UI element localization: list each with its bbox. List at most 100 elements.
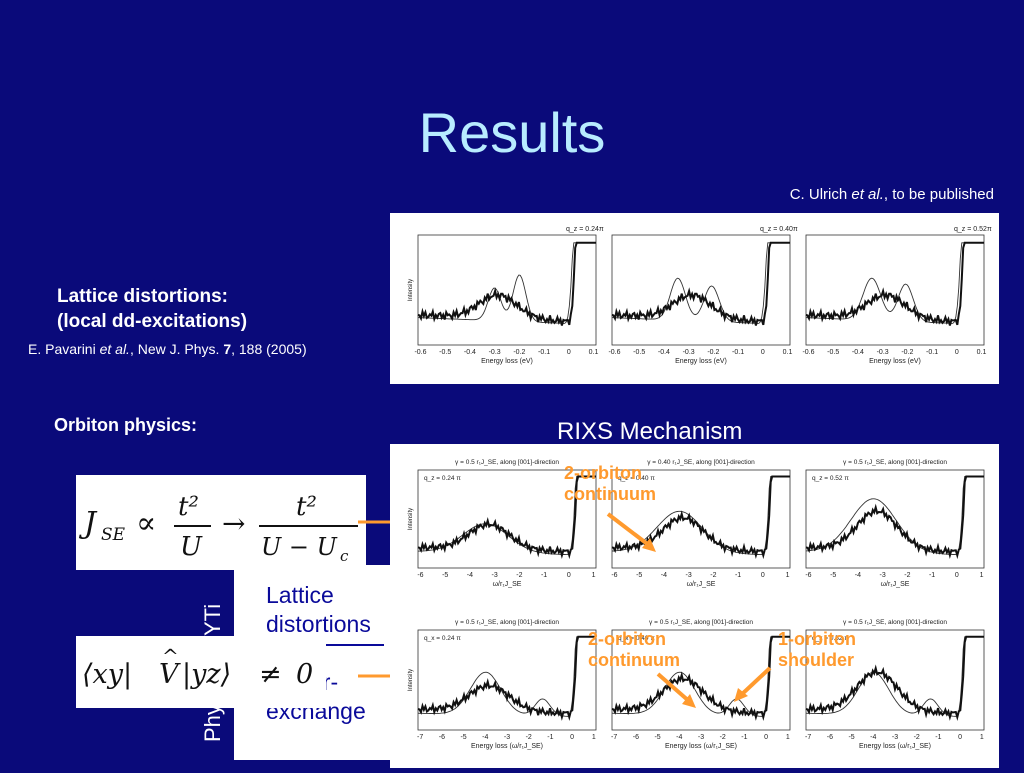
bottom-row2-plot-2-xtick: 1 (786, 734, 790, 741)
bottom-row2-plot-3-theory-line (805, 636, 984, 717)
top-plot-1-xtick: -0.3 (489, 349, 501, 356)
bottom-row2-plot-1-xtick: -2 (526, 734, 532, 741)
bottom-row1-plot-1-xtick: 0 (567, 572, 571, 579)
pavarini-journal: , New J. Phys. (129, 341, 224, 357)
bottom-row1-plot-1-xtick: -2 (516, 572, 522, 579)
svg-text:^: ^ (162, 644, 179, 668)
top-plot-1-data-line (417, 241, 596, 326)
top-plot-1-xtick: -0.1 (538, 349, 550, 356)
pavarini-reference: E. Pavarini et al., New J. Phys. 7, 188 … (28, 341, 307, 357)
bottom-row2-plot-3-header: γ = 0.5 r₁J_SE, along [001]-direction (843, 619, 947, 626)
bottom-row2-plot-3-xtick: -4 (870, 734, 876, 741)
svg-text:U − U: U − U (261, 533, 338, 561)
bottom-row2-plot-2-header: γ = 0.5 r₁J_SE, along [001]-direction (649, 619, 753, 626)
bottom-row2-plot-1-xlabel: Energy loss (ω/r₁J_SE) (471, 743, 543, 750)
top-plot-1-label: q_z = 0.24π (566, 226, 604, 233)
bottom-row2-plot-3-xtick: 0 (958, 734, 962, 741)
label-2-orbiton-bottom: 2-orbiton continuum (588, 629, 680, 671)
svg-text:|yz⟩: |yz⟩ (182, 659, 231, 690)
bottom-row1-plot-3-header: γ = 0.5 r₁J_SE, along [001]-direction (843, 459, 947, 466)
top-figure: -0.6 -0.5 -0.4 -0.3 -0.2 -0.1 0 0.1 Energy loss … (408, 226, 992, 365)
bottom-row1-plot-2-data-line (611, 475, 790, 560)
bottom-figure: -6 -5 -4 -3 -2 -1 0 1 ω/r₁J_SE Intensity γ = 0.5 r… (408, 459, 985, 750)
label-arrows (606, 512, 772, 708)
svg-text:∝: ∝ (136, 506, 156, 541)
top-plot-1-xtick: 0 (567, 349, 571, 356)
equation-box-1: J SE ∝ t² U → t² U − U c (76, 475, 366, 570)
orbiton-heading: Orbiton physics: (54, 415, 198, 435)
top-plot-3-xtick: 0.1 (977, 349, 987, 356)
pavarini-prefix: E. Pavarini (28, 341, 100, 357)
svg-text:≠: ≠ (259, 659, 282, 690)
top-plot-2-label: q_z = 0.40π (760, 226, 798, 233)
bottom-row1-plot-1-data-line (417, 475, 596, 560)
bottom-row2-plot-3-frame (805, 629, 985, 731)
slide-title: Results (418, 101, 606, 164)
bottom-row2-plot-1-xtick: 1 (592, 734, 596, 741)
label-2-orbiton-bottom-line1: 2-orbiton (588, 629, 666, 649)
top-plot-3-xtick: -0.3 (877, 349, 889, 356)
bottom-row2-plot-1-ylabel: Intensity (408, 669, 414, 691)
top-plot-2-xtick: -0.5 (633, 349, 645, 356)
overlay-lattice: Lattice (266, 582, 334, 608)
bottom-row2-plot-1-frame (417, 629, 597, 731)
bottom-row1-plot-1-frame (417, 469, 597, 569)
bottom-row2-plot-3-xtick: -7 (805, 734, 811, 741)
equation-box-2: ⟨xy| V ^ |yz⟩ ≠ 0 (76, 636, 326, 708)
label-1-orbiton-line2: shoulder (778, 650, 855, 670)
bottom-row2-plot-1-xtick: -5 (460, 734, 466, 741)
top-plot-2-data-line (611, 241, 790, 326)
rixs-mechanism-title: RIXS Mechanism (557, 418, 743, 445)
bottom-row2-plot-2-xtick: -3 (698, 734, 704, 741)
bottom-row1-plot-1-xtick: -1 (541, 572, 547, 579)
pavarini-etal: et al. (99, 341, 130, 357)
top-plot-1-ylabel: Intensity (408, 279, 414, 301)
svg-text:t²: t² (178, 492, 199, 522)
bottom-row2-plot-3-xtick: -5 (848, 734, 854, 741)
bottom-row1-plot-3-xtick: 0 (955, 572, 959, 579)
bottom-row1-plot-1-header: γ = 0.5 r₁J_SE, along [001]-direction (455, 459, 559, 466)
top-plot-1-xtick: -0.2 (513, 349, 525, 356)
credit-prefix: C. Ulrich (789, 186, 852, 203)
svg-text:V: V (159, 659, 181, 690)
bottom-row2-plot-3-data-line (805, 635, 984, 722)
bottom-row1-plot-1-xtick: 1 (592, 572, 596, 579)
bottom-row1-plot-3-frame (805, 469, 985, 569)
top-plot-3-xtick: -0.1 (926, 349, 938, 356)
top-figure-panel: -0.6 -0.5 -0.4 -0.3 -0.2 -0.1 0 0.1 Energy loss … (390, 213, 999, 384)
top-plot-3-data-line (805, 241, 984, 326)
bottom-row1-plot-2-xtick: 0 (761, 572, 765, 579)
bottom-row2-plot-1-xtick: -7 (417, 734, 423, 741)
bottom-row1-plot-2-legend: q_z = 0.40 π (618, 475, 655, 482)
bottom-row1-plot-1-legend: q_z = 0.24 π (424, 475, 461, 482)
top-plot-3-theory-line (805, 242, 984, 324)
bottom-row2-plot-1-xtick: -1 (547, 734, 553, 741)
credit-etal: et al. (851, 186, 884, 203)
bottom-row2-plot-2-xtick: 0 (764, 734, 768, 741)
top-plot-1-frame (417, 234, 597, 346)
top-plot-1-xtick: -0.5 (439, 349, 451, 356)
bottom-row2-plot-3-xtick: 1 (980, 734, 984, 741)
svg-text:c: c (340, 547, 349, 565)
label-1-orbiton-line1: 1-orbiton (778, 629, 856, 649)
bottom-figure-panel: -6 -5 -4 -3 -2 -1 0 1 ω/r₁J_SE Intensity γ = 0.5 r… (390, 444, 999, 768)
svg-text:U: U (180, 532, 203, 562)
bottom-row2-plot-2-frame (611, 629, 791, 731)
bottom-row2-plot-3-xtick: -3 (892, 734, 898, 741)
label-2-orbiton-bottom-line2: continuum (588, 650, 680, 670)
svg-text:→: → (222, 507, 245, 540)
top-plot-2-xtick: -0.3 (683, 349, 695, 356)
bottom-row1-plot-3-xtick: -2 (904, 572, 910, 579)
bottom-row1-plot-1-xlabel: ω/r₁J_SE (493, 581, 522, 588)
top-plot-1-xtick: 0.1 (589, 349, 599, 356)
lattice-heading-line1: Lattice distortions: (57, 286, 229, 307)
top-plot-2-frame (611, 234, 791, 346)
top-plot-2-xtick: -0.1 (732, 349, 744, 356)
bottom-row1-plot-2-xtick: 1 (786, 572, 790, 579)
bottom-row2-plot-2-xtick: -2 (720, 734, 726, 741)
bottom-row1-plot-2-xtick: -4 (661, 572, 667, 579)
label-1-orbiton: 1-orbiton shoulder (778, 629, 856, 671)
bottom-row2-plot-2-xtick: -4 (676, 734, 682, 741)
bottom-row2-plot-2-xlabel: Energy loss (ω/r₁J_SE) (665, 743, 737, 750)
svg-text:⟨xy|: ⟨xy| (82, 659, 132, 690)
